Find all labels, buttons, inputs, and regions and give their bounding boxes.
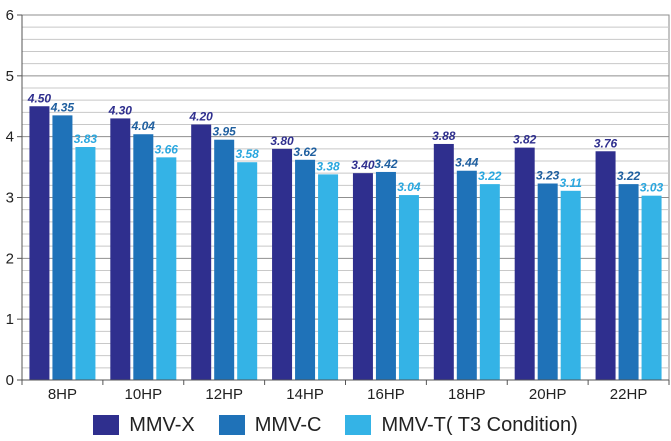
data-label: 4.35	[50, 100, 75, 114]
bar-mmv-c	[456, 170, 477, 380]
data-label: 3.42	[374, 157, 398, 171]
data-label: 3.80	[270, 134, 294, 148]
x-tick-label: 14HP	[286, 386, 324, 403]
data-label: 3.83	[74, 132, 98, 146]
bar-mmv-c	[52, 115, 73, 380]
bar-mmv-x	[29, 106, 50, 380]
legend-item-mmv-x: MMV-X	[93, 414, 195, 437]
data-label: 3.44	[455, 156, 479, 170]
bar-mmv-c	[618, 184, 639, 380]
y-tick-label: 5	[6, 68, 14, 85]
x-tick-label: 16HP	[367, 386, 405, 403]
data-label: 3.58	[236, 147, 260, 161]
bar-mmv-t	[560, 190, 581, 380]
y-tick-label: 2	[6, 250, 14, 267]
bar-mmv-t	[479, 184, 500, 380]
legend-swatch-mmv-t	[345, 415, 372, 435]
data-label: 4.30	[108, 103, 133, 117]
bar-mmv-c	[214, 139, 235, 380]
bar-mmv-t	[75, 147, 96, 380]
bar-mmv-t	[641, 195, 662, 380]
x-tick-label: 18HP	[448, 386, 486, 403]
data-label: 3.76	[594, 136, 618, 150]
data-label: 3.66	[155, 142, 179, 156]
bar-mmv-t	[318, 174, 339, 380]
bar-mmv-c	[133, 134, 154, 380]
data-label: 4.04	[131, 119, 156, 133]
data-label: 3.22	[478, 169, 502, 183]
bar-mmv-t	[156, 157, 177, 380]
bar-mmv-x	[433, 143, 454, 380]
y-tick-label: 3	[6, 190, 14, 207]
data-label: 3.62	[293, 145, 317, 159]
x-tick-label: 8HP	[48, 386, 77, 403]
bar-mmv-c	[537, 183, 558, 380]
data-label: 3.04	[397, 180, 421, 194]
legend-label-mmv-c: MMV-C	[254, 413, 322, 436]
legend: MMV-X MMV-C MMV-T( T3 Condition)	[0, 411, 671, 439]
data-label: 3.95	[213, 125, 237, 139]
bar-mmv-x	[191, 124, 212, 380]
bar-mmv-x	[595, 151, 616, 380]
legend-label-mmv-t: MMV-T( T3 Condition)	[381, 413, 578, 436]
data-label: 3.38	[316, 159, 340, 173]
legend-swatch-mmv-c	[218, 415, 245, 435]
data-label: 3.22	[617, 169, 641, 183]
bar-mmv-t	[237, 162, 258, 380]
y-tick-label: 0	[6, 372, 14, 389]
legend-label-mmv-x: MMV-X	[129, 413, 195, 436]
data-label: 3.88	[432, 129, 456, 143]
bar-mmv-c	[295, 159, 316, 380]
data-label: 3.03	[640, 181, 664, 195]
bar-chart: 0 1 2 3 4 5 6 4.504.35 3.83 8HP 4.30 4.04 3.66 10HP 4.…	[6, 7, 670, 403]
data-label: 3.40	[351, 158, 375, 172]
legend-item-mmv-c: MMV-C	[218, 413, 322, 437]
x-tick-label: 22HP	[610, 386, 648, 403]
bar-mmv-t	[398, 195, 419, 380]
y-tick-label: 1	[6, 311, 14, 328]
legend-swatch-mmv-x	[93, 415, 120, 435]
bar-mmv-c	[375, 171, 396, 380]
data-label: 4.20	[189, 110, 214, 124]
x-tick-label: 10HP	[125, 386, 163, 403]
bar-mmv-x	[110, 118, 131, 381]
data-label: 3.23	[536, 169, 560, 183]
bar-mmv-x	[514, 147, 535, 380]
data-label: 3.82	[513, 133, 537, 147]
legend-item-mmv-t: MMV-T( T3 Condition)	[345, 413, 578, 437]
bar-mmv-x	[272, 148, 293, 380]
y-tick-label: 4	[6, 129, 14, 146]
bar-mmv-x	[352, 173, 373, 380]
x-tick-label: 12HP	[205, 386, 243, 403]
x-tick-label: 20HP	[529, 386, 567, 403]
y-tick-label: 6	[6, 7, 14, 24]
data-label: 3.11	[559, 176, 582, 190]
data-label: 4.50	[27, 91, 52, 105]
